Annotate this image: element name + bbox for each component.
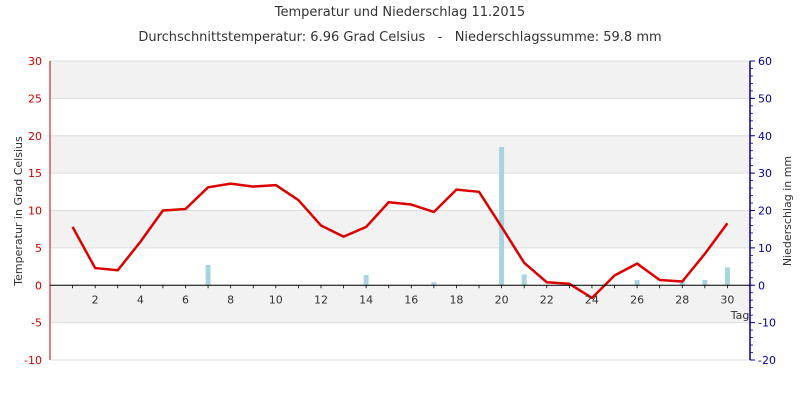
temperature-line-layer [71,182,729,300]
y-axis-right-label: Niederschlag in mm [781,156,794,266]
y-left-tick-label: 5 [35,242,42,255]
background-band [50,98,750,136]
x-tick-label: 2 [92,293,99,306]
y-right-tick-label: 20 [758,205,772,218]
y-left-tick-label: 25 [28,92,42,105]
x-tick-label: 16 [404,293,418,306]
precipitation-bar [521,274,527,286]
x-tick-label: 12 [314,293,328,306]
y-left-tick-label: 30 [28,55,42,68]
y-left-tick-label: 15 [28,167,42,180]
y-left-tick-label: 10 [28,205,42,218]
y-left-tick-label: 0 [35,279,42,292]
y-right-tick-label: 10 [758,242,772,255]
y-left-tick-label: 20 [28,130,42,143]
y-right-tick-label: -10 [758,317,776,330]
background-band [50,247,750,286]
temperature-line [71,182,729,300]
x-tick-label: 4 [137,293,144,306]
x-tick-label: 20 [495,293,509,306]
y-left-tick-label: -10 [24,354,42,367]
background-band [50,322,750,360]
x-tick-label: 26 [630,293,644,306]
precipitation-bar [724,267,730,286]
x-tick-label: 24 [585,293,599,306]
precipitation-bar [431,282,437,286]
precipitation-bar [205,265,211,286]
background-band [50,173,750,211]
background-band [50,285,750,323]
background-band [50,135,750,174]
chart-subtitle: Durchschnittstemperatur: 6.96 Grad Celsi… [138,30,661,45]
y-right-tick-label: 0 [758,279,765,292]
y-right-tick-label: -20 [758,354,776,367]
axes [49,60,755,361]
y-left-tick-label: -5 [31,317,42,330]
x-tick-label: 6 [182,293,189,306]
x-tick-label: 30 [720,293,734,306]
precipitation-bar [499,146,505,286]
x-tick-label: 14 [359,293,373,306]
background-band [50,61,750,99]
x-axis-label: Tag [730,309,750,322]
x-tick-label: 10 [269,293,283,306]
background-band [50,210,750,248]
x-tick-label: 28 [675,293,689,306]
y-right-tick-label: 40 [758,130,772,143]
x-tick-label: 8 [227,293,234,306]
y-axis-left-label: Temperatur in Grad Celsius [12,136,25,287]
x-tick-label: 22 [540,293,554,306]
x-tick-label: 18 [449,293,463,306]
y-right-tick-label: 60 [758,55,772,68]
y-right-tick-label: 50 [758,92,772,105]
precipitation-bar [702,280,708,286]
chart-title: Temperatur und Niederschlag 11.2015 [274,5,525,20]
y-right-tick-label: 30 [758,167,772,180]
precipitation-bar [363,275,369,286]
precipitation-bar [634,280,640,286]
